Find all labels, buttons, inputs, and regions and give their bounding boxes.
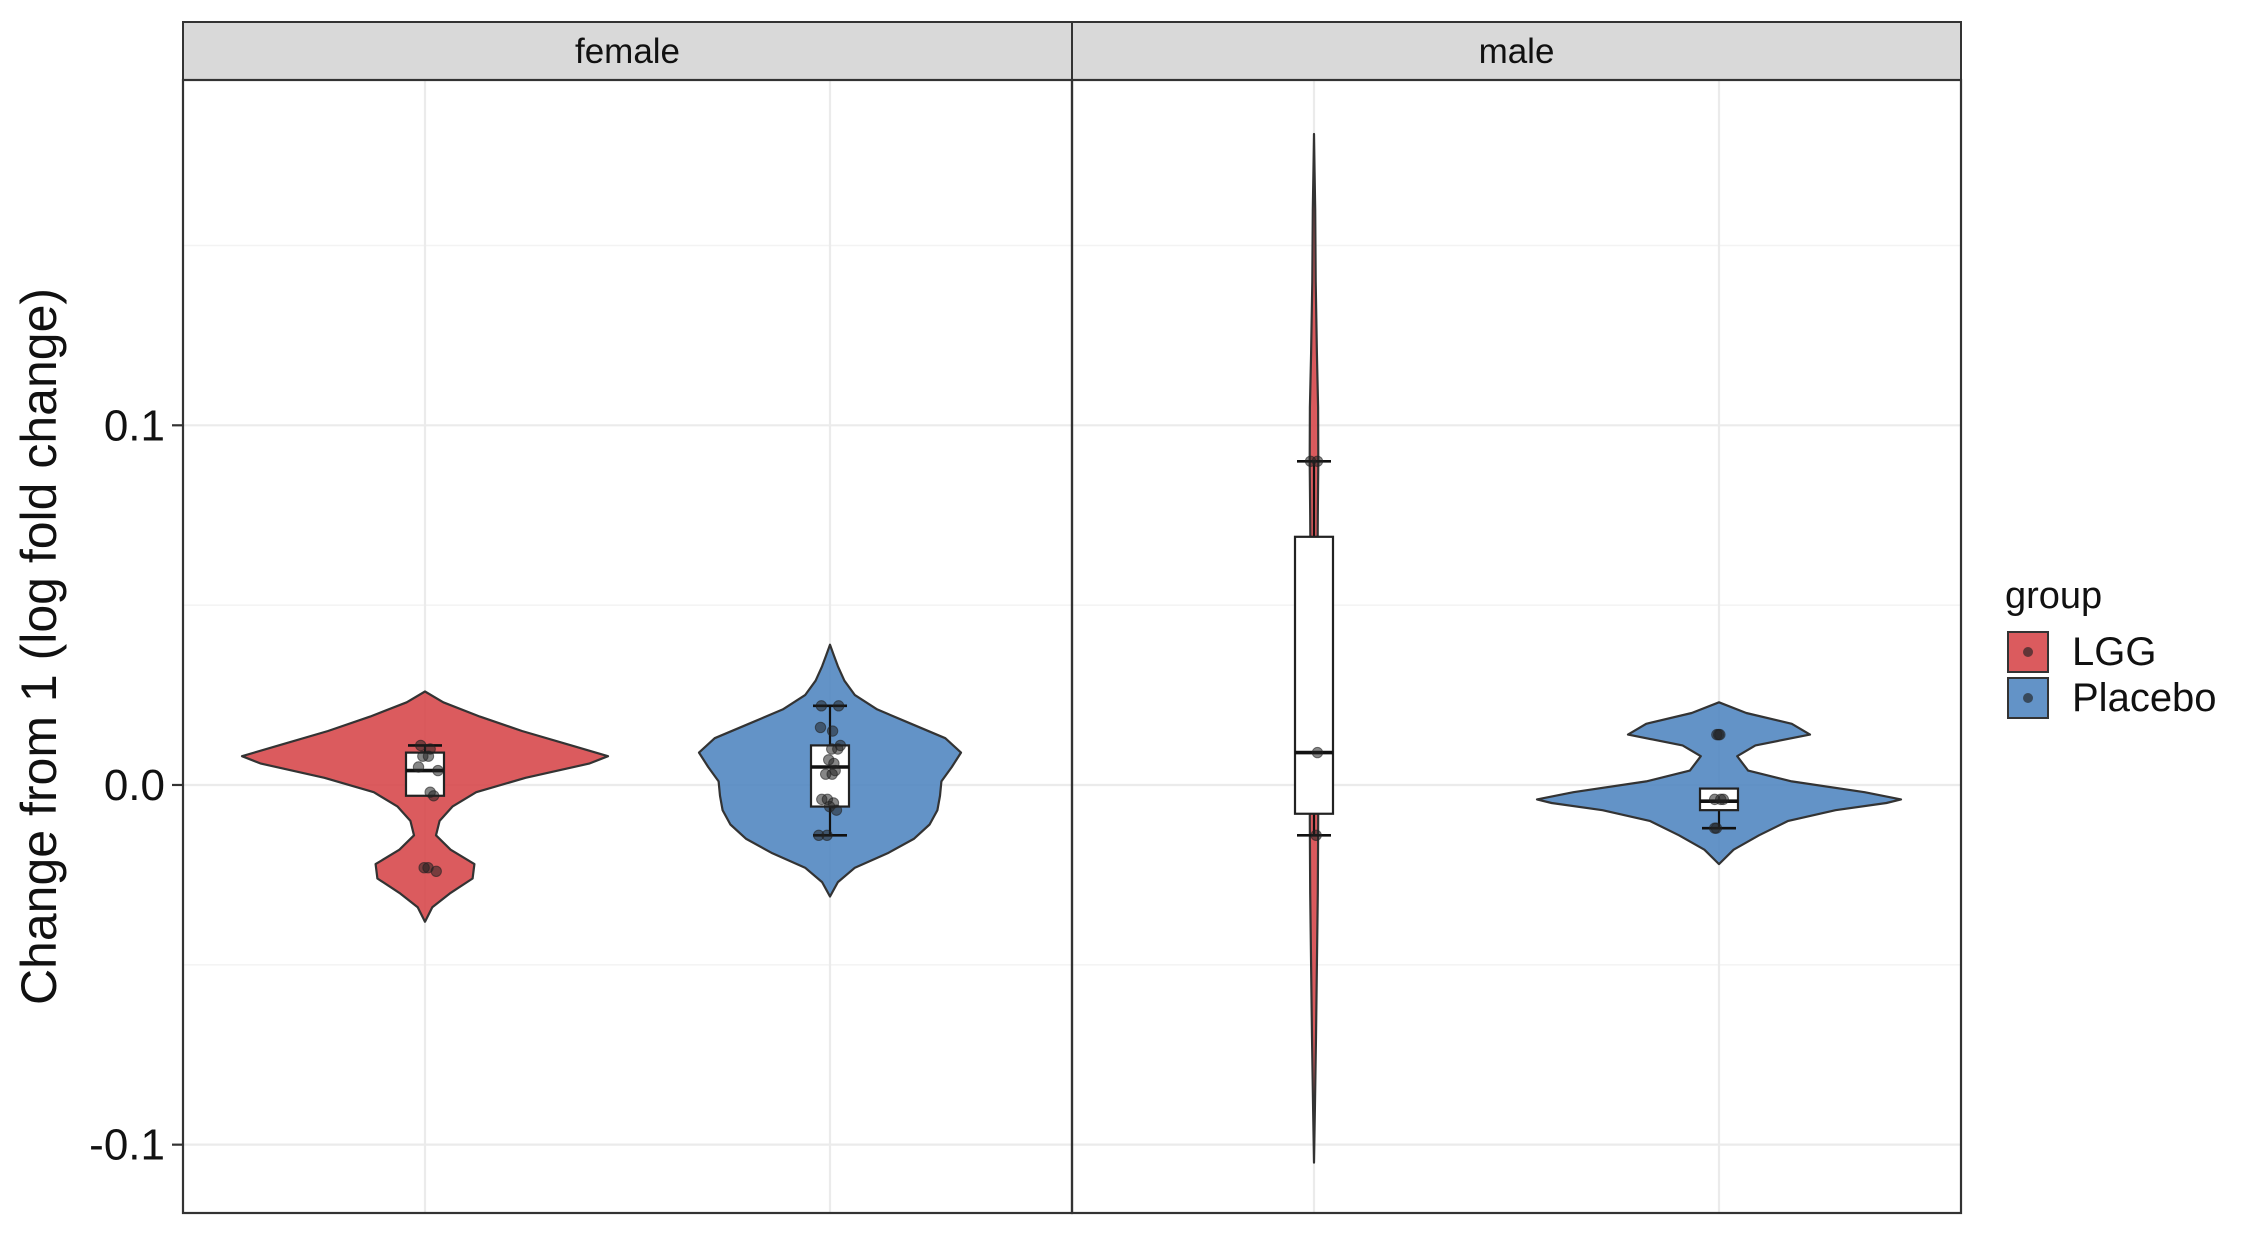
legend-label-lgg: LGG: [2072, 630, 2156, 674]
data-point: [412, 761, 425, 773]
data-point: [826, 743, 838, 755]
legend-label-placebo: Placebo: [2072, 676, 2217, 720]
data-point: [432, 764, 444, 777]
data-point: [414, 739, 427, 752]
data-point: [430, 865, 442, 878]
facet-label: female: [575, 32, 680, 71]
data-point: [1710, 822, 1723, 834]
data-point: [830, 804, 843, 816]
violin-female-lgg: [240, 690, 610, 923]
data-point: [1714, 728, 1726, 741]
panel-background-female: [183, 80, 1072, 1213]
boxplot-box: [1293, 535, 1335, 815]
violin-male-placebo: [1535, 701, 1903, 866]
y-axis-label: Change from 1 (log fold change): [11, 288, 67, 1005]
y-tick-label: -0.1: [89, 1121, 165, 1170]
legend-key-point: [2023, 693, 2033, 703]
facet-strip: [182, 21, 1073, 81]
data-point: [826, 725, 839, 737]
data-point: [814, 721, 827, 734]
data-point: [832, 700, 845, 712]
y-tick-label: 0.1: [104, 401, 165, 450]
data-point: [1717, 793, 1730, 806]
data-point: [422, 750, 435, 762]
data-point: [427, 790, 440, 802]
data-point: [826, 768, 838, 780]
panel-border: [1070, 78, 1963, 1215]
legend-title: group: [2005, 575, 2102, 617]
data-point: [1310, 829, 1322, 842]
legend-key-point: [2023, 647, 2033, 657]
data-point: [815, 700, 828, 712]
data-point: [1311, 746, 1324, 759]
y-tick-label: 0.0: [104, 761, 165, 810]
facet-label: male: [1479, 32, 1555, 71]
data-point: [821, 829, 833, 842]
data-point: [1311, 455, 1324, 467]
panel-background-male: [1072, 80, 1961, 1213]
